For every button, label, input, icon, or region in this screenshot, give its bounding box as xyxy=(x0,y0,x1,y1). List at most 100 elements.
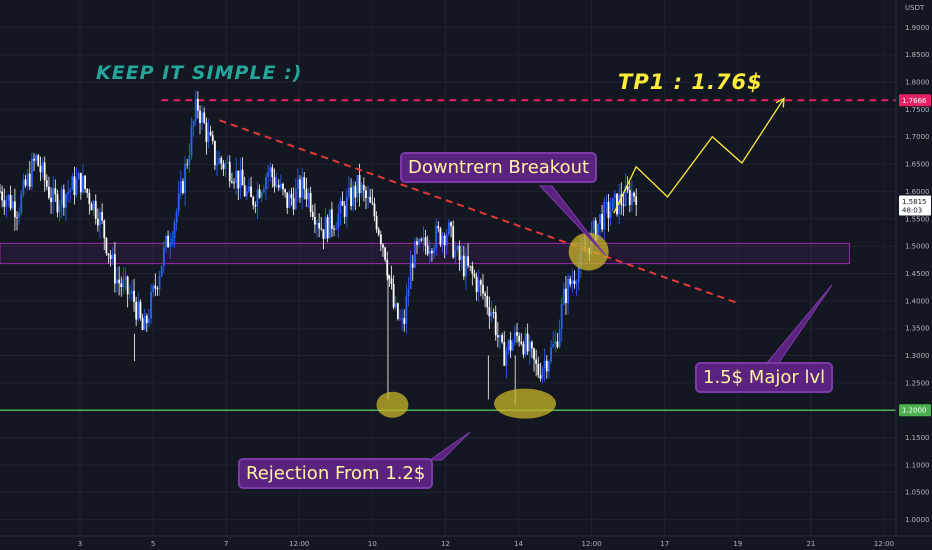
candle-body xyxy=(324,216,327,239)
candle-body xyxy=(413,241,416,268)
candle-body xyxy=(348,187,350,197)
candle-body xyxy=(58,205,61,213)
candle-body xyxy=(550,347,552,362)
candle-body xyxy=(139,301,142,319)
candle-body xyxy=(275,184,278,187)
candle-body xyxy=(92,200,95,211)
candle-body xyxy=(605,202,608,203)
candle-body xyxy=(135,301,138,320)
candle-body xyxy=(145,315,148,323)
candle-body xyxy=(428,250,431,254)
candle-body xyxy=(299,179,301,198)
candle-body xyxy=(520,341,523,344)
candle-body xyxy=(331,209,333,229)
trend-line xyxy=(219,119,740,305)
candle-body xyxy=(307,192,310,200)
candle-body xyxy=(628,189,631,205)
candle-body xyxy=(224,163,227,169)
candle-body xyxy=(599,214,601,224)
candle-body xyxy=(269,167,272,172)
major-level-callout: 1.5$ Major lvl xyxy=(695,362,834,393)
candle-body xyxy=(607,202,610,219)
candle-body xyxy=(386,259,389,276)
candle-body xyxy=(531,341,533,349)
x-tick-label: 19 xyxy=(733,540,742,548)
candle-body xyxy=(192,120,195,127)
candle-body xyxy=(496,335,499,338)
candle-body xyxy=(524,333,527,355)
time-axis[interactable]: 3 5 7 12:00 10 12 14 12:00 17 19 21 12:00 xyxy=(0,535,932,550)
candle-body xyxy=(256,189,259,207)
price-axis[interactable]: 1.9000 1.8500 1.8000 1.7500 1.7000 1.6500 1.60… xyxy=(895,0,932,550)
candle-body xyxy=(611,197,614,212)
candle-body xyxy=(482,284,484,294)
candle-body xyxy=(239,169,242,189)
candle-body xyxy=(439,228,442,245)
candle-body xyxy=(390,278,393,284)
support-price-tag-bg xyxy=(899,404,931,417)
candle-body xyxy=(152,285,155,292)
candle-body xyxy=(411,263,414,268)
x-tick-label: 14 xyxy=(514,540,523,548)
candle-body xyxy=(575,282,578,284)
candle-body xyxy=(209,131,212,136)
x-tick-label: 21 xyxy=(806,540,815,548)
candle-body xyxy=(509,340,512,351)
candle-body xyxy=(235,170,238,183)
rejection-callout: Rejection From 1.2$ xyxy=(238,458,434,489)
candle-body xyxy=(513,332,516,343)
candle-body xyxy=(220,157,223,164)
candle-body xyxy=(626,186,629,190)
y-tick-label: 1.8000 xyxy=(905,79,930,87)
candle-body xyxy=(88,192,91,204)
candle-body xyxy=(45,180,48,187)
candle-body xyxy=(320,228,323,230)
candle-body xyxy=(31,158,33,187)
candle-body xyxy=(622,204,625,206)
candle-body xyxy=(377,229,380,235)
candle-body xyxy=(507,340,510,351)
candle-body xyxy=(173,222,176,239)
candle-body xyxy=(526,333,529,352)
candle-body xyxy=(296,179,299,189)
candle-body xyxy=(137,301,140,320)
y-tick-label: 1.0500 xyxy=(905,489,930,497)
x-tick-label: 5 xyxy=(151,540,155,548)
candle-body xyxy=(26,173,29,186)
candle-body xyxy=(0,191,1,193)
candle-body xyxy=(505,350,508,366)
candle-body xyxy=(73,176,76,195)
candle-body xyxy=(322,229,325,239)
candle-body xyxy=(16,217,18,219)
candle-body xyxy=(486,295,489,308)
y-tick-label: 1.5000 xyxy=(905,243,930,251)
y-tick-label: 1.2500 xyxy=(905,379,930,387)
candle-body xyxy=(371,202,374,204)
candle-body xyxy=(84,175,87,189)
candle-body xyxy=(596,223,599,241)
candle-body xyxy=(82,175,84,193)
candle-body xyxy=(396,303,399,319)
candle-body xyxy=(433,248,435,254)
candle-body xyxy=(562,288,565,305)
candle-body xyxy=(133,290,135,302)
candle-body xyxy=(490,311,493,317)
candle-body xyxy=(79,173,82,193)
candle-body xyxy=(18,212,21,218)
candle-body xyxy=(633,192,635,197)
candle-body xyxy=(573,280,576,284)
candle-body xyxy=(309,192,312,212)
candle-body xyxy=(424,237,427,246)
candle-body xyxy=(237,170,240,189)
candle-body xyxy=(294,188,297,210)
highlight-ellipse xyxy=(568,232,609,271)
chart-title-annotation: KEEP IT SIMPLE :) xyxy=(96,62,303,84)
candle-body xyxy=(101,212,104,221)
candle-body xyxy=(416,241,418,245)
zone-rect xyxy=(0,242,850,265)
candle-body xyxy=(90,203,93,211)
y-tick-label: 1.6000 xyxy=(905,188,930,196)
candle-body xyxy=(456,246,459,250)
candle-body xyxy=(488,307,491,317)
